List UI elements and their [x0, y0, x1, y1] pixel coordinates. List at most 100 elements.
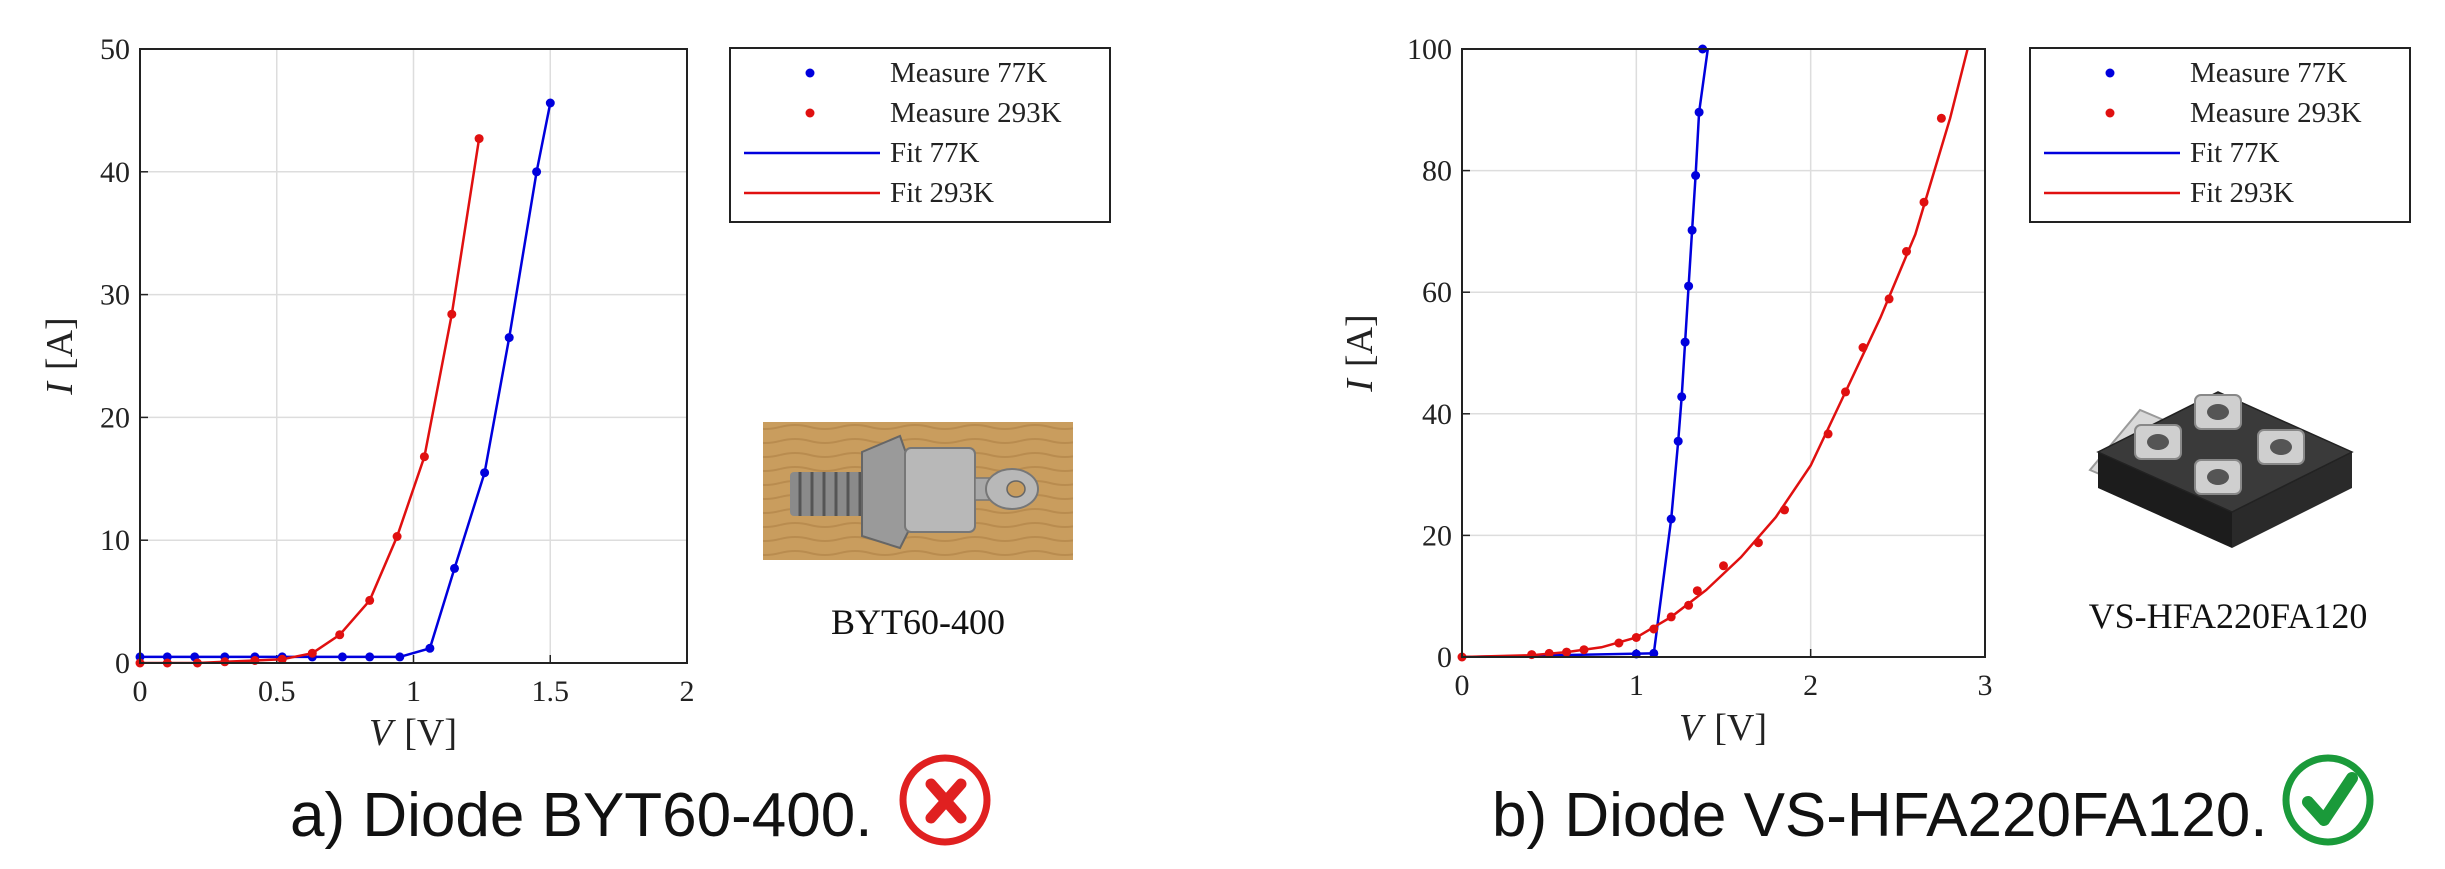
terminal-4: [2257, 429, 2305, 465]
y-axis-label: I [A]: [1339, 314, 1381, 392]
legend-marker: [805, 68, 815, 78]
series-group: [135, 98, 555, 668]
data-point: [1902, 247, 1911, 256]
y-tick-label: 50: [100, 33, 130, 66]
x-tick-labels: 0 0.5 1 1.5 2: [133, 675, 695, 708]
legend-label: Fit 293K: [2190, 177, 2294, 209]
data-point: [1687, 225, 1697, 235]
data-point: [1649, 624, 1659, 634]
chart-panel-a: 0 0.5 1 1.5 2 0 10 20 30 40 50 V [V] I [A] Measure …: [39, 33, 1111, 754]
x-tick-label: 0: [1455, 669, 1470, 702]
module-top: [2096, 391, 2354, 513]
legend-label: Measure 77K: [2190, 57, 2347, 89]
data-point: [545, 98, 555, 108]
data-point: [1691, 171, 1701, 180]
data-point: [277, 654, 287, 664]
data-point: [1666, 514, 1676, 524]
y-tick-label: 10: [100, 524, 130, 557]
x-tick-label: 2: [680, 675, 695, 708]
x-axis-label: V [V]: [369, 712, 457, 754]
data-point: [1562, 647, 1572, 657]
x-axis-unit: [V]: [404, 712, 457, 754]
y-tick-label: 0: [1437, 641, 1452, 674]
check-icon: [2282, 754, 2374, 846]
plot-area: [1462, 49, 1985, 657]
data-point: [365, 652, 375, 662]
data-point: [1579, 645, 1589, 655]
series-group: [1457, 44, 1969, 662]
data-point: [337, 652, 347, 662]
y-tick-label: 20: [1422, 519, 1452, 552]
data-point: [1884, 294, 1894, 304]
data-point: [1649, 648, 1659, 658]
y-tick-labels: 0 20 40 60 80 100: [1407, 33, 1452, 674]
data-point: [365, 595, 375, 605]
legend-label: Measure 77K: [890, 57, 1047, 89]
data-point: [1823, 429, 1833, 439]
y-axis-unit: [A]: [1339, 314, 1381, 367]
data-point: [1694, 107, 1704, 117]
legend-marker: [805, 108, 815, 118]
y-tick-label: 30: [100, 279, 130, 312]
device-label-a: BYT60-400: [831, 602, 1005, 642]
legend: Measure 77K Measure 293K Fit 77K Fit 293K: [729, 47, 1111, 223]
data-point: [1936, 113, 1946, 123]
y-tick-label: 0: [115, 647, 130, 680]
data-point: [1677, 392, 1687, 402]
legend-label: Measure 293K: [2190, 97, 2362, 129]
x-tick-label: 0: [133, 675, 148, 708]
x-tick-label: 3: [1978, 669, 1993, 702]
terminal-3: [2194, 459, 2242, 495]
y-tick-label: 100: [1407, 33, 1452, 66]
data-point: [1666, 612, 1676, 622]
x-tick-label: 2: [1803, 669, 1818, 702]
x-tick-label: 1.5: [532, 675, 570, 708]
y-axis-var: I: [39, 380, 81, 396]
x-axis-label: V [V]: [1679, 707, 1767, 749]
terminal-2: [2194, 394, 2242, 430]
plot-frame: [139, 48, 688, 664]
data-point: [532, 167, 542, 177]
y-axis-unit: [A]: [39, 317, 81, 370]
lug-hole: [1006, 480, 1026, 498]
y-axis-label: I [A]: [39, 317, 81, 395]
y-tick-label: 60: [1422, 276, 1452, 309]
y-tick-label: 80: [1422, 155, 1452, 188]
data-point: [392, 532, 402, 541]
series-line-fit-77k: [140, 102, 552, 659]
data-point: [1919, 197, 1929, 207]
data-point: [335, 630, 345, 640]
data-point: [450, 563, 459, 573]
module-photo-hfa220: [2088, 391, 2354, 548]
data-point: [1614, 638, 1624, 648]
data-point: [425, 643, 435, 653]
x-tick-label: 1: [1629, 669, 1644, 702]
x-axis-var: V: [369, 712, 396, 754]
data-point: [307, 648, 317, 658]
data-point: [1544, 648, 1554, 658]
data-point: [395, 652, 405, 662]
data-point: [1684, 281, 1694, 291]
module-side-right: [2232, 452, 2352, 548]
data-point: [447, 309, 457, 319]
legend-marker: [2105, 108, 2115, 118]
data-point: [1692, 586, 1702, 596]
stud-thread: [790, 472, 870, 516]
x-axis-var: V: [1679, 707, 1706, 749]
data-point: [220, 657, 230, 667]
data-point: [1719, 561, 1728, 571]
plot-frame: [1461, 48, 1986, 658]
legend-marker: [2105, 68, 2115, 78]
data-point: [1841, 387, 1850, 397]
data-point: [1684, 600, 1694, 610]
legend-label: Measure 293K: [890, 97, 1062, 129]
legend-label: Fit 77K: [2190, 137, 2279, 169]
x-tick-labels: 0 1 2 3: [1455, 669, 1993, 702]
data-point: [1673, 436, 1683, 446]
data-point: [1753, 538, 1763, 548]
y-axis-var: I: [1339, 377, 1381, 393]
legend: Measure 77K Measure 293K Fit 77K Fit 293K: [2029, 47, 2411, 223]
x-tick-label: 0.5: [258, 675, 296, 708]
